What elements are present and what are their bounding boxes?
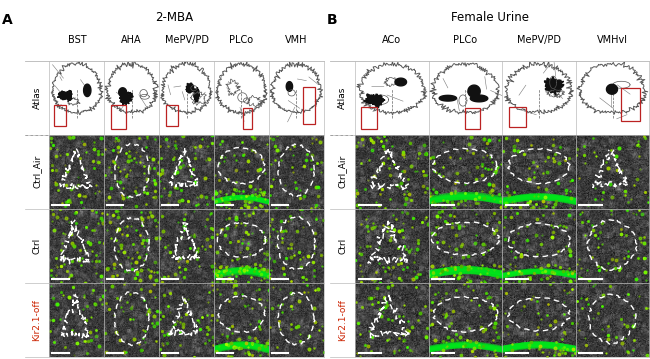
Polygon shape [161,61,213,114]
Text: 2-MBA: 2-MBA [155,11,193,24]
Polygon shape [286,81,292,91]
Text: Ctrl: Ctrl [32,238,42,254]
Polygon shape [194,87,200,102]
Polygon shape [606,84,618,94]
Polygon shape [395,78,406,86]
Polygon shape [430,63,499,114]
Polygon shape [51,61,103,115]
Text: AHA: AHA [122,35,142,45]
Text: Ctrl: Ctrl [338,238,347,254]
Text: Female Urine: Female Urine [451,11,529,24]
Polygon shape [504,61,573,114]
Text: VMHvl: VMHvl [597,35,628,45]
Polygon shape [105,61,159,113]
Text: PLCo: PLCo [229,35,254,45]
Polygon shape [357,61,427,115]
Text: MePV/PD: MePV/PD [517,35,561,45]
Bar [621,88,640,121]
Polygon shape [471,95,488,102]
Polygon shape [468,85,480,97]
Text: B: B [327,13,337,27]
Text: Ctrl_Air: Ctrl_Air [32,155,42,188]
Text: MePV/PD: MePV/PD [164,35,209,45]
Polygon shape [439,95,456,101]
Bar [166,105,177,126]
Text: BST: BST [68,35,86,45]
Polygon shape [66,90,72,101]
Polygon shape [577,62,647,114]
Polygon shape [364,94,385,107]
Text: Atlas: Atlas [32,87,42,109]
Bar [111,105,126,129]
Polygon shape [186,83,194,93]
Polygon shape [84,84,91,97]
Polygon shape [545,76,564,95]
Text: A: A [2,13,13,27]
Bar [361,107,377,129]
Text: PLCo: PLCo [453,35,477,45]
Bar [510,107,526,127]
Polygon shape [119,91,133,105]
Polygon shape [215,61,267,116]
Text: Atlas: Atlas [338,87,347,109]
Bar [54,105,66,126]
Text: Ctrl_Air: Ctrl_Air [338,155,347,188]
Polygon shape [270,60,322,113]
Bar [242,108,252,129]
Bar [303,87,315,123]
Polygon shape [119,88,127,97]
Text: ACo: ACo [382,35,401,45]
Text: Kir2.1-off: Kir2.1-off [338,299,347,341]
Text: VMH: VMH [285,35,307,45]
Text: Kir2.1-off: Kir2.1-off [32,299,42,341]
Polygon shape [57,91,68,100]
Bar [465,108,480,129]
